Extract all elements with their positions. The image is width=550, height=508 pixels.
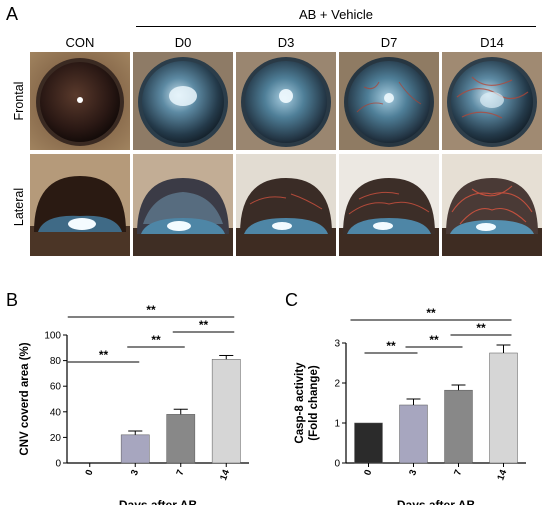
- x-tick-label: 14: [218, 468, 232, 482]
- group-bracket-line: [136, 26, 536, 27]
- y-tick-label: 60: [50, 382, 62, 393]
- column-label-d14: D14: [480, 35, 504, 50]
- x-tick-label: 14: [495, 468, 509, 482]
- eye-photo-lateral-d7: [339, 154, 439, 256]
- column-label-d7: D7: [380, 35, 398, 50]
- y-tick-label: 0: [55, 459, 61, 470]
- bar-14: [489, 352, 518, 464]
- x-tick-label: 3: [129, 468, 141, 477]
- significance-label: **: [146, 303, 156, 317]
- y-tick-label: 40: [50, 407, 62, 418]
- bar-7: [166, 414, 196, 464]
- significance-label: **: [99, 348, 109, 362]
- panel-a-letter: A: [6, 4, 19, 24]
- x-tick-label: 0: [362, 468, 374, 477]
- eye-photo-frontal-d7: [339, 52, 439, 150]
- y-tick-label: 2: [334, 379, 340, 390]
- y-tick-label: 0: [334, 459, 340, 470]
- column-label-d3: D3: [277, 35, 295, 50]
- significance-label: **: [426, 306, 436, 320]
- eye-photo-frontal-con: [30, 52, 130, 150]
- group-label: AB + Vehicle: [298, 7, 374, 22]
- significance-label: **: [476, 321, 486, 335]
- y-axis-label: (Fold change): [308, 365, 320, 441]
- panel-b-letter: B: [6, 290, 19, 310]
- x-tick-label: 3: [407, 468, 419, 477]
- column-label-con: CON: [65, 35, 95, 50]
- row-label-lateral: Lateral: [12, 187, 26, 227]
- y-axis-label: CNV coverd area (%): [19, 342, 31, 455]
- bar-7: [444, 389, 473, 464]
- chart-b: 0 20 40 60 80 100 0 3 7 14 ** ** ** ** Days after AB CN…: [19, 303, 249, 505]
- y-tick-label: 20: [50, 433, 62, 444]
- column-label-d0: D0: [174, 35, 192, 50]
- y-tick-label: 80: [50, 356, 62, 367]
- x-tick-label: 7: [174, 468, 186, 477]
- eye-photo-lateral-d3: [236, 154, 336, 256]
- eye-photo-lateral-con: [30, 154, 130, 256]
- y-tick-label: 3: [334, 339, 340, 350]
- significance-label: **: [151, 333, 161, 347]
- eye-photo-frontal-d0: [133, 52, 233, 150]
- bar-0: [354, 422, 383, 464]
- eye-photo-lateral-d14: [442, 154, 542, 256]
- panel-c-letter: C: [285, 290, 298, 310]
- y-tick-label: 100: [44, 331, 61, 342]
- eye-photo-frontal-d3: [236, 52, 336, 150]
- eye-photo-lateral-d0: [133, 154, 233, 256]
- x-tick-label: 7: [452, 468, 464, 477]
- chart-c: 0 1 2 3 0 3 7 14 ** ** ** ** Days after AB Casp-8 act…: [294, 306, 526, 505]
- y-tick-label: 1: [334, 419, 340, 430]
- x-tick-label: 0: [83, 468, 95, 477]
- bar-14: [211, 359, 241, 464]
- eye-photo-frontal-d14: [442, 52, 542, 150]
- significance-label: **: [199, 318, 209, 332]
- row-label-frontal: Frontal: [12, 81, 26, 121]
- significance-label: **: [429, 333, 439, 347]
- significance-label: **: [386, 339, 396, 353]
- x-axis-label: Days after AB: [119, 498, 198, 505]
- x-axis-label: Days after AB: [397, 498, 476, 505]
- bar-3: [120, 434, 150, 464]
- bar-3: [399, 404, 428, 464]
- y-axis-label: Casp-8 activity: [294, 362, 306, 444]
